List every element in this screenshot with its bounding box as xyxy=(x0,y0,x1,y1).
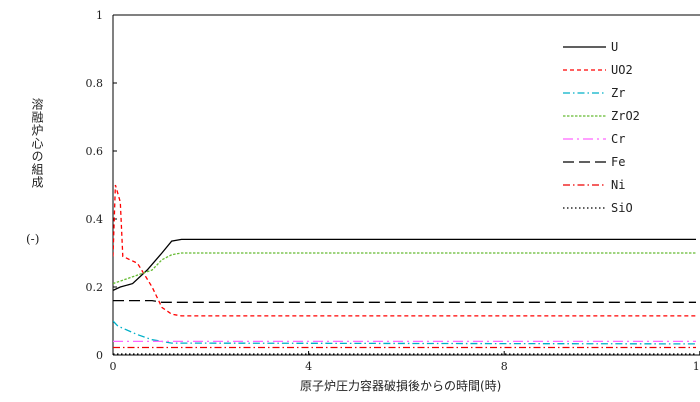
legend-label: Zr xyxy=(611,86,625,100)
legend-label: UO2 xyxy=(611,63,633,77)
y-tick-label: 0.8 xyxy=(86,77,104,90)
y-tick-label: 1 xyxy=(96,9,103,22)
series-line-fe xyxy=(113,299,696,303)
legend-label: ZrO2 xyxy=(611,109,640,123)
legend-label: Ni xyxy=(611,178,625,192)
series-line-zro2 xyxy=(113,252,696,285)
x-tick-label: 4 xyxy=(305,360,312,373)
y-tick-label: 0.2 xyxy=(86,281,104,294)
y-axis-label: 溶融炉心の組成 xyxy=(30,98,44,189)
x-tick-label: 12 xyxy=(693,360,700,373)
y-axis-unit: (-) xyxy=(26,232,40,246)
legend-label: Fe xyxy=(611,155,625,169)
series-line-u xyxy=(113,238,696,291)
legend-label: U xyxy=(611,40,618,54)
series-line-uo2 xyxy=(113,184,696,317)
y-tick-label: 0.4 xyxy=(86,213,104,226)
x-axis-label: 原子炉圧力容器破損後からの時間(時) xyxy=(300,379,502,393)
x-tick-label: 0 xyxy=(110,360,117,373)
series-line-zr xyxy=(113,320,696,345)
x-tick-label: 8 xyxy=(501,360,508,373)
series-group xyxy=(113,184,696,355)
legend-label: SiO xyxy=(611,201,633,215)
y-tick-label: 0.6 xyxy=(86,145,104,158)
y-tick-label: 0 xyxy=(96,349,103,362)
legend-label: Cr xyxy=(611,132,625,146)
